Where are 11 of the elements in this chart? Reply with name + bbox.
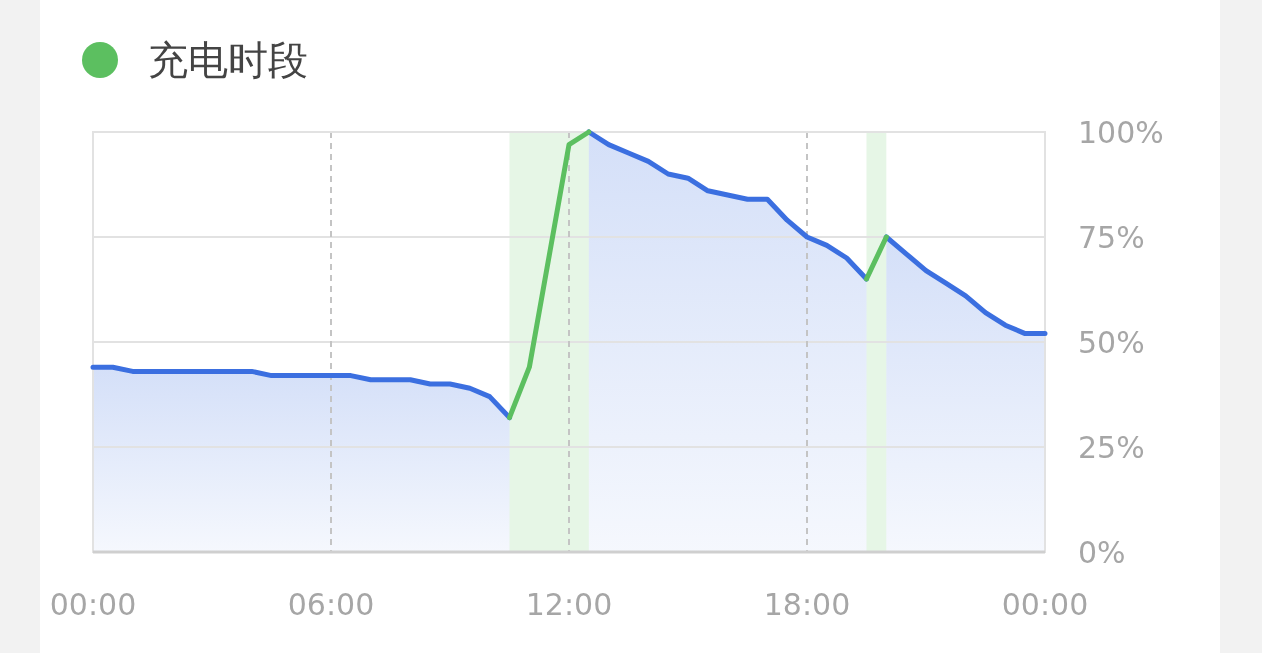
y-tick-label: 25% <box>1078 429 1145 465</box>
y-tick-label: 100% <box>1078 114 1164 150</box>
y-tick-label: 0% <box>1078 534 1126 570</box>
y-tick-label: 50% <box>1078 324 1145 360</box>
x-tick-label: 06:00 <box>287 586 375 622</box>
x-tick-label: 00:00 <box>1001 586 1089 622</box>
x-tick-label: 00:00 <box>49 586 137 622</box>
x-tick-label: 18:00 <box>763 586 851 622</box>
x-tick-label: 12:00 <box>525 586 613 622</box>
legend-label: 充电时段 <box>148 37 308 83</box>
y-tick-label: 75% <box>1078 219 1145 255</box>
